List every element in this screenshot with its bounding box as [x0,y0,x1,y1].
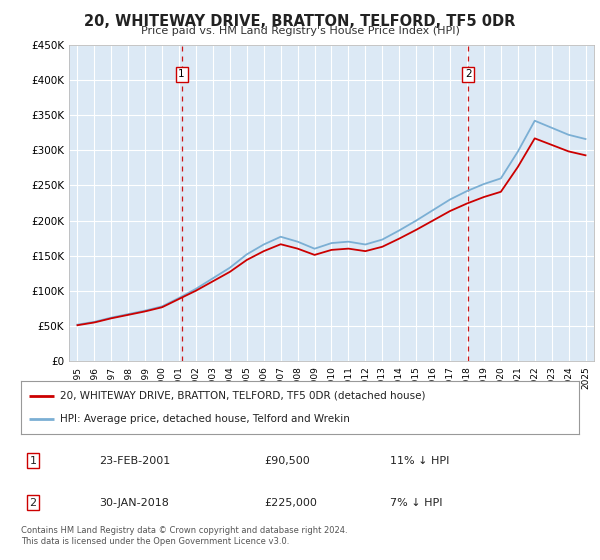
Text: 7% ↓ HPI: 7% ↓ HPI [390,498,443,507]
Text: 23-FEB-2001: 23-FEB-2001 [99,456,170,465]
Text: £90,500: £90,500 [264,456,310,465]
Text: 2: 2 [29,498,37,507]
Text: 2: 2 [465,69,472,80]
Text: 20, WHITEWAY DRIVE, BRATTON, TELFORD, TF5 0DR: 20, WHITEWAY DRIVE, BRATTON, TELFORD, TF… [85,14,515,29]
Text: 20, WHITEWAY DRIVE, BRATTON, TELFORD, TF5 0DR (detached house): 20, WHITEWAY DRIVE, BRATTON, TELFORD, TF… [60,391,425,401]
Text: £225,000: £225,000 [264,498,317,507]
Text: HPI: Average price, detached house, Telford and Wrekin: HPI: Average price, detached house, Telf… [60,414,350,424]
Text: 11% ↓ HPI: 11% ↓ HPI [390,456,449,465]
Text: 1: 1 [178,69,185,80]
Text: 1: 1 [29,456,37,465]
Text: 30-JAN-2018: 30-JAN-2018 [99,498,169,507]
Text: Contains HM Land Registry data © Crown copyright and database right 2024.
This d: Contains HM Land Registry data © Crown c… [21,526,347,546]
Text: Price paid vs. HM Land Registry's House Price Index (HPI): Price paid vs. HM Land Registry's House … [140,26,460,36]
